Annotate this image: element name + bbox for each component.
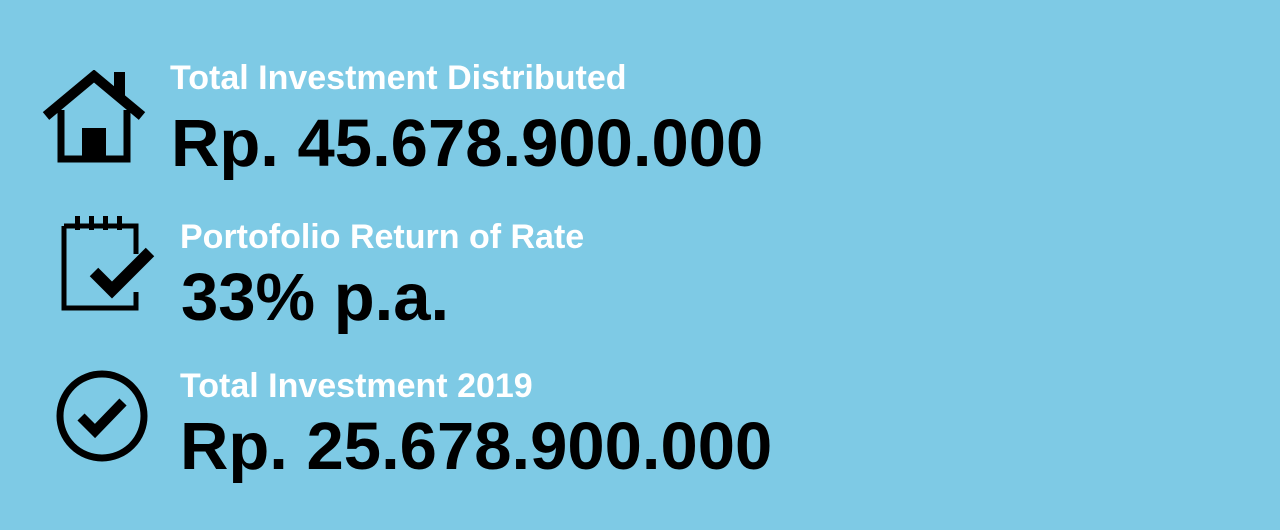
stat-portofolio-return: Portofolio Return of Rate 33% p.a. <box>0 190 1280 350</box>
stat-value: 33% p.a. <box>181 260 450 335</box>
stat-label: Total Investment Distributed <box>170 59 627 97</box>
house-icon <box>42 70 146 166</box>
stat-label: Portofolio Return of Rate <box>180 218 585 256</box>
stat-value: Rp. 45.678.900.000 <box>171 106 764 181</box>
stat-label: Total Investment 2019 <box>180 367 533 405</box>
circle-check-icon <box>54 368 150 464</box>
calendar-check-icon <box>58 214 158 312</box>
stat-total-investment-distributed: Total Investment Distributed Rp. 45.678.… <box>0 0 1280 190</box>
stat-value: Rp. 25.678.900.000 <box>180 409 773 484</box>
stat-total-investment-2019: Total Investment 2019 Rp. 25.678.900.000 <box>0 350 1280 530</box>
